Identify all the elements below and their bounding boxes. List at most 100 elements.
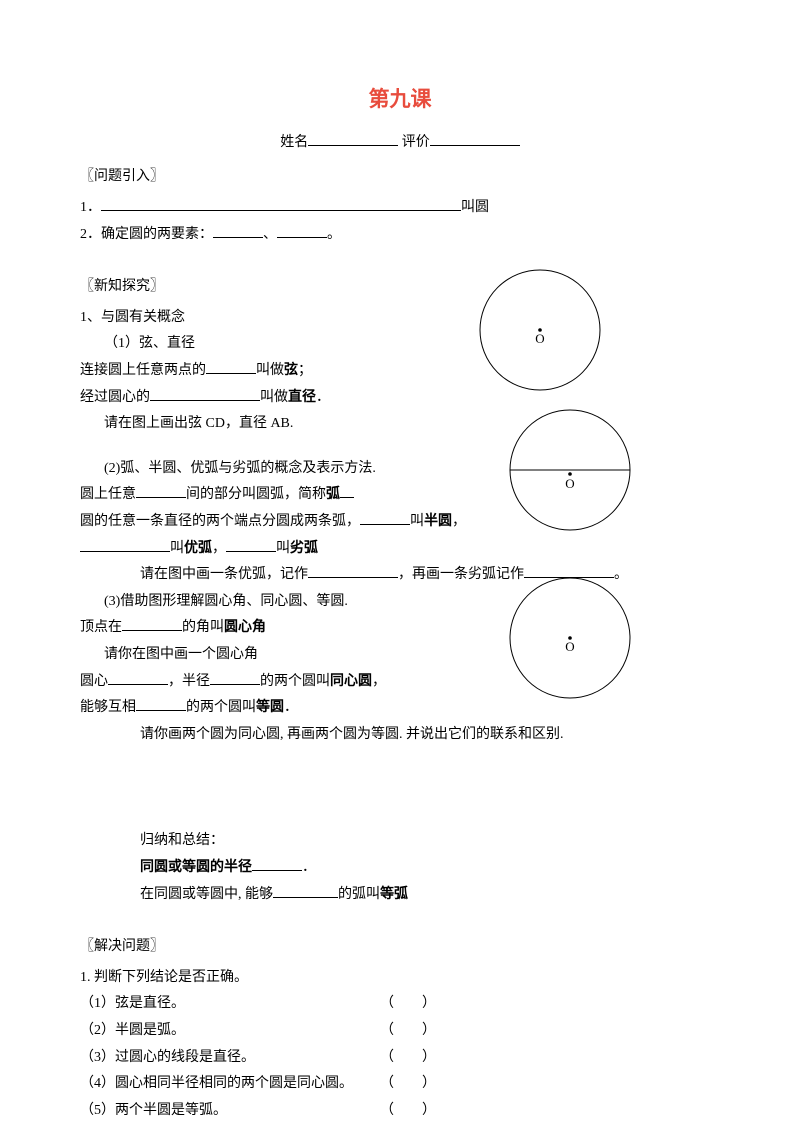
- chord-b: 叫做: [256, 363, 284, 378]
- draw2a: 请在图中画一条优弧，记作: [140, 567, 308, 582]
- dia-bold: 直径: [288, 390, 316, 405]
- arc1b: 间的部分叫圆弧，简称: [186, 487, 326, 502]
- chord-bold: 弦: [284, 363, 298, 378]
- cc-blank1[interactable]: [108, 671, 168, 685]
- arc2c: ，: [452, 514, 466, 529]
- sum-l1a: 同圆或等圆的半径: [140, 860, 252, 875]
- arc-bold: 弧: [326, 487, 340, 502]
- explore-s1: （1）弦、直径: [104, 331, 720, 358]
- sum-l2b: 的弧叫: [338, 887, 380, 902]
- cc-blank2[interactable]: [210, 671, 260, 685]
- ca2: 的角叫: [182, 620, 224, 635]
- cc-bold: 同心圆: [330, 674, 372, 689]
- eq3: ．: [284, 700, 298, 715]
- judge-row-5: （5）两个半圆是等弧。 （ ）: [80, 1098, 720, 1125]
- judge-text-2: （2）半圆是弧。: [80, 1018, 380, 1045]
- section-intro-header: 〖问题引入〗: [80, 164, 720, 191]
- semicircle-bold: 半圆: [424, 514, 452, 529]
- cc4: ，: [372, 674, 386, 689]
- q2-blank2[interactable]: [277, 224, 327, 238]
- sum-blank2[interactable]: [273, 884, 338, 898]
- ca-bold: 圆心角: [224, 620, 266, 635]
- judge-text-5: （5）两个半圆是等弧。: [80, 1098, 380, 1125]
- name-label: 姓名: [280, 135, 308, 150]
- judge-row-1: （1）弦是直径。 （ ）: [80, 991, 720, 1018]
- arc3b: ，: [212, 541, 226, 556]
- ca1: 顶点在: [80, 620, 122, 635]
- q1-blank[interactable]: [101, 197, 461, 211]
- minor-bold: 劣弧: [290, 541, 318, 556]
- q2-end: 。: [327, 227, 341, 242]
- page-title: 第九课: [80, 80, 720, 120]
- dia-a: 经过圆心的: [80, 390, 150, 405]
- judge-text-3: （3）过圆心的线段是直径。: [80, 1045, 380, 1072]
- judge-row-2: （2）半圆是弧。 （ ）: [80, 1018, 720, 1045]
- cc2: ，半径: [168, 674, 210, 689]
- summary-l2: 在同圆或等圆中, 能够 的弧叫等弧: [140, 882, 720, 909]
- arc-underscore: [340, 484, 354, 498]
- q2-sep: 、: [263, 227, 277, 242]
- q1-num: 1．: [80, 200, 101, 215]
- circle-diagram-2: O: [500, 400, 640, 540]
- eq-bold: 等圆: [256, 700, 284, 715]
- summary-l1: 同圆或等圆的半径 ．: [140, 855, 720, 882]
- arc1-blank[interactable]: [136, 484, 186, 498]
- judge-row-3: （3）过圆心的线段是直径。 （ ）: [80, 1045, 720, 1072]
- judge-paren-2[interactable]: （ ）: [380, 1018, 436, 1045]
- judge-text-1: （1）弦是直径。: [80, 991, 380, 1018]
- judge-text-4: （4）圆心相同半径相同的两个圆是同心圆。: [80, 1071, 380, 1098]
- q2-blank1[interactable]: [213, 224, 263, 238]
- explore-p1: 1、与圆有关概念: [80, 305, 720, 332]
- summary-header: 归纳和总结：: [140, 828, 720, 855]
- eval-blank[interactable]: [430, 132, 520, 146]
- arc2b: 叫: [410, 514, 424, 529]
- circle3-label: O: [565, 639, 574, 654]
- arc1a: 圆上任意: [80, 487, 136, 502]
- judge-paren-3[interactable]: （ ）: [380, 1045, 436, 1072]
- circle1-label: O: [535, 331, 544, 346]
- circle-diagram-3: O: [500, 568, 640, 708]
- arc3a: 叫: [170, 541, 184, 556]
- dia-c: ．: [316, 390, 330, 405]
- name-eval-row: 姓名 评价: [80, 130, 720, 157]
- draw4: 请你画两个圆为同心圆, 再画两个圆为等圆. 并说出它们的联系和区别.: [140, 722, 720, 749]
- intro-q2: 2．确定圆的两要素： 、 。: [80, 222, 720, 249]
- chord-blank[interactable]: [206, 360, 256, 374]
- q1-tail: 叫圆: [461, 200, 489, 215]
- arc2-blank[interactable]: [360, 511, 410, 525]
- sum-l1b: ．: [302, 860, 316, 875]
- dia-blank[interactable]: [150, 387, 260, 401]
- section-explore-header: 〖新知探究〗: [80, 274, 720, 301]
- intro-q1: 1． 叫圆: [80, 195, 720, 222]
- q2-text: 2．确定圆的两要素：: [80, 227, 213, 242]
- draw2-blank1[interactable]: [308, 564, 398, 578]
- arc2a: 圆的任意一条直径的两个端点分圆成两条弧，: [80, 514, 360, 529]
- arc3c: 叫: [276, 541, 290, 556]
- solve-intro: 1. 判断下列结论是否正确。: [80, 965, 720, 992]
- judge-row-4: （4）圆心相同半径相同的两个圆是同心圆。 （ ）: [80, 1071, 720, 1098]
- chord-line: 连接圆上任意两点的 叫做弦；: [80, 358, 720, 385]
- major-blank[interactable]: [80, 538, 170, 552]
- ca-blank[interactable]: [122, 617, 182, 631]
- name-blank[interactable]: [308, 132, 398, 146]
- chord-c: ；: [298, 363, 312, 378]
- eq1: 能够互相: [80, 700, 136, 715]
- equal-arc-bold: 等弧: [380, 887, 408, 902]
- judge-paren-5[interactable]: （ ）: [380, 1098, 436, 1125]
- eq2: 的两个圆叫: [186, 700, 256, 715]
- section-solve-header: 〖解决问题〗: [80, 934, 720, 961]
- circle2-label: O: [565, 476, 574, 491]
- circle-diagram-1: O: [470, 260, 610, 400]
- cc1: 圆心: [80, 674, 108, 689]
- eq-blank[interactable]: [136, 697, 186, 711]
- chord-a: 连接圆上任意两点的: [80, 363, 206, 378]
- dia-b: 叫做: [260, 390, 288, 405]
- judge-paren-1[interactable]: （ ）: [380, 991, 436, 1018]
- sum-blank1[interactable]: [252, 857, 302, 871]
- major-bold: 优弧: [184, 541, 212, 556]
- cc3: 的两个圆叫: [260, 674, 330, 689]
- minor-blank[interactable]: [226, 538, 276, 552]
- sum-l2a: 在同圆或等圆中, 能够: [140, 887, 273, 902]
- eval-label: 评价: [402, 135, 430, 150]
- judge-paren-4[interactable]: （ ）: [380, 1071, 436, 1098]
